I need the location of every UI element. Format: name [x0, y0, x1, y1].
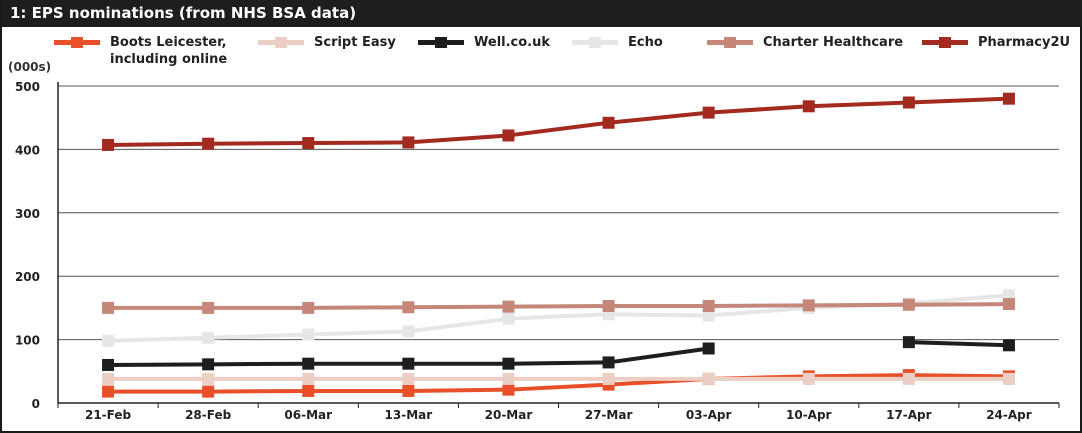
series-2-point [602, 356, 615, 369]
series-4-point [202, 301, 215, 314]
series-5-point [1002, 92, 1015, 105]
legend-label: Charter Healthcare [763, 35, 904, 50]
series-4-point [702, 299, 715, 312]
x-tick-label: 06-Mar [284, 408, 332, 422]
legend-item: Well.co.uk [418, 34, 550, 51]
x-tick-label: 03-Apr [686, 408, 732, 422]
legend-item: Boots Leicester, including online [54, 34, 227, 68]
series-2-point [1002, 339, 1015, 352]
series-3-point [402, 325, 415, 338]
series-1-point [402, 372, 415, 385]
series-5-point [802, 100, 815, 113]
series-1-point [702, 372, 715, 385]
series-5-point [602, 116, 615, 129]
series-5-point [902, 96, 915, 109]
series-1-point [1002, 372, 1015, 385]
series-4-point [502, 300, 515, 313]
series-2-point [902, 336, 915, 349]
series-4-point [102, 301, 115, 314]
series-2-line [906, 340, 1011, 348]
series-4-line [106, 302, 1011, 310]
legend-item: Pharmacy2U [922, 34, 1070, 51]
series-4-point [302, 301, 315, 314]
series-2-point [202, 358, 215, 371]
series-5-point [302, 137, 315, 150]
legend-swatch [258, 34, 304, 50]
series-1-point [602, 372, 615, 385]
series-0-point [302, 384, 315, 397]
series-1-point [302, 372, 315, 385]
legend-swatch [418, 34, 464, 50]
legend-label: Boots Leicester, including online [110, 35, 228, 67]
series-1-point [202, 372, 215, 385]
x-tick-label: 17-Apr [886, 408, 932, 422]
series-5-point [402, 136, 415, 149]
series-3-point [702, 309, 715, 322]
series-0-point [402, 384, 415, 397]
chart-legend: Boots Leicester, including online Script … [2, 30, 1082, 70]
series-2-point [402, 357, 415, 370]
series-5-point [702, 106, 715, 119]
series-3-point [202, 331, 215, 344]
series-5-line [106, 96, 1011, 147]
series-5-point [102, 138, 115, 151]
series-3-point [302, 328, 315, 341]
series-5-point [502, 129, 515, 142]
chart-title: 1: EPS nominations (from NHS BSA data) [2, 0, 1082, 27]
series-2-point [702, 342, 715, 355]
series-1-point [102, 372, 115, 385]
series-4-point [1002, 298, 1015, 311]
series-4-point [802, 299, 815, 312]
legend-label: Echo [628, 35, 663, 50]
y-tick-label-300: 300 [15, 207, 40, 221]
y-tick-label-200: 200 [15, 270, 40, 284]
legend-swatch [54, 34, 100, 50]
series-1-point [802, 372, 815, 385]
series-2-point [502, 357, 515, 370]
y-tick-label-500: 500 [15, 80, 40, 94]
legend-swatch [572, 34, 618, 50]
legend-item: Script Easy [258, 34, 396, 51]
legend-label: Well.co.uk [474, 35, 551, 50]
legend-item: Charter Healthcare [707, 34, 903, 51]
y-tick-label-100: 100 [15, 334, 40, 348]
y-axis-unit-label: (000s) [8, 60, 52, 74]
x-tick-label: 13-Mar [385, 408, 433, 422]
x-tick-label: 28-Feb [185, 408, 232, 422]
series-0-point [202, 385, 215, 398]
series-3-point [102, 334, 115, 347]
series-2-point [102, 358, 115, 371]
y-tick-label-400: 400 [15, 143, 40, 157]
series-0-point [102, 385, 115, 398]
x-tick-label: 10-Apr [786, 408, 832, 422]
legend-swatch [922, 34, 968, 50]
legend-label: Script Easy [314, 35, 396, 50]
series-4-point [402, 301, 415, 314]
series-1-point [902, 372, 915, 385]
series-4-point [902, 298, 915, 311]
legend-label: Pharmacy2U [978, 35, 1071, 50]
series-3-line [106, 293, 1011, 343]
x-tick-label: 24-Apr [986, 408, 1032, 422]
x-tick-label: 21-Feb [85, 408, 132, 422]
series-3-point [502, 312, 515, 325]
series-0-point [502, 383, 515, 396]
series-0-line [106, 373, 1011, 394]
legend-swatch [707, 34, 753, 50]
y-tick-label-0: 0 [32, 397, 40, 411]
x-tick-label: 27-Mar [585, 408, 633, 422]
series-1-point [502, 372, 515, 385]
series-4-point [602, 299, 615, 312]
series-2-point [302, 357, 315, 370]
x-tick-label: 20-Mar [485, 408, 533, 422]
legend-item: Echo [572, 34, 663, 51]
series-5-point [202, 137, 215, 150]
